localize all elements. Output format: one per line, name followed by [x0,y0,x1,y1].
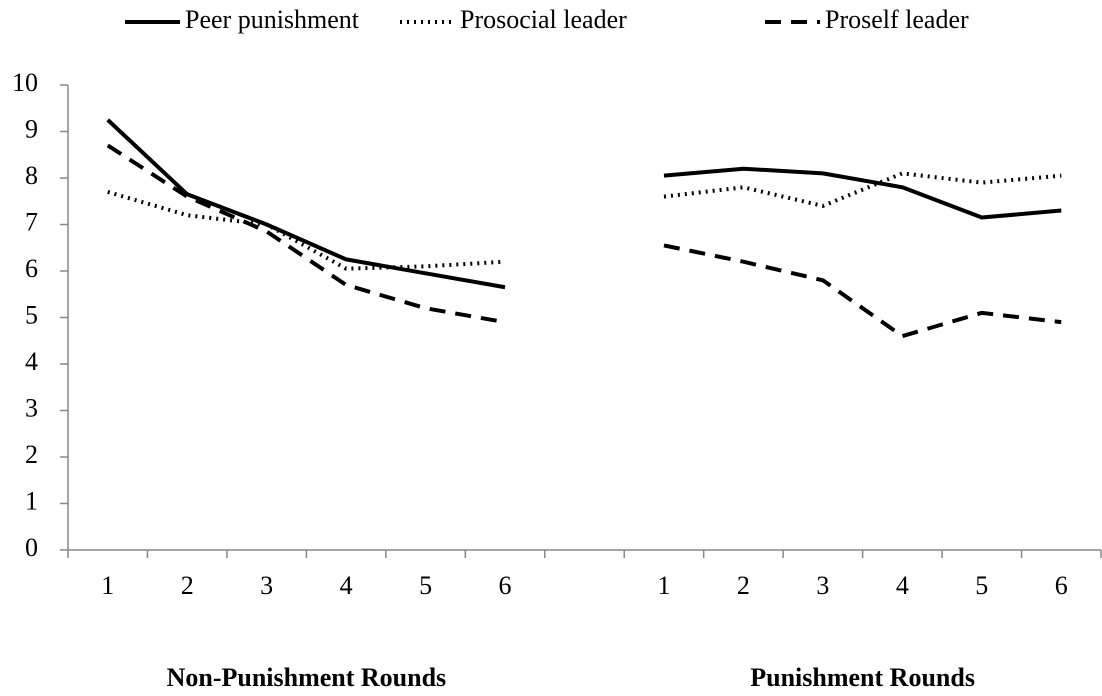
y-tick-label: 5 [25,300,38,329]
legend-label: Proself leader [825,5,969,34]
x-tick-label: 1 [101,571,114,600]
y-tick-label: 9 [25,114,38,143]
group-label: Non-Punishment Rounds [167,663,447,692]
series-line [107,171,1062,271]
x-tick-label: 4 [340,571,353,600]
y-tick-label: 8 [25,161,38,190]
y-tick-label: 1 [25,486,38,515]
x-tick-label: 3 [816,571,829,600]
x-tick-label: 2 [181,571,194,600]
x-tick-label: 3 [260,571,273,600]
y-tick-label: 0 [25,533,38,562]
x-tick-label: 1 [657,571,670,600]
x-tick-label: 6 [499,571,512,600]
x-tick-label: 5 [975,571,988,600]
legend-label: Peer punishment [185,5,360,34]
y-tick-label: 6 [25,254,38,283]
y-tick-label: 2 [25,440,38,469]
series-line [106,143,1062,339]
x-tick-label: 5 [419,571,432,600]
y-tick-label: 7 [25,207,38,236]
legend-label: Prosocial leader [460,5,627,34]
y-tick-label: 3 [25,393,38,422]
x-tick-label: 6 [1055,571,1068,600]
y-tick-label: 10 [12,68,38,97]
x-tick-label: 2 [737,571,750,600]
series-line [106,118,1062,290]
x-tick-label: 4 [896,571,909,600]
group-label: Punishment Rounds [750,663,975,692]
y-tick-label: 4 [25,347,38,376]
